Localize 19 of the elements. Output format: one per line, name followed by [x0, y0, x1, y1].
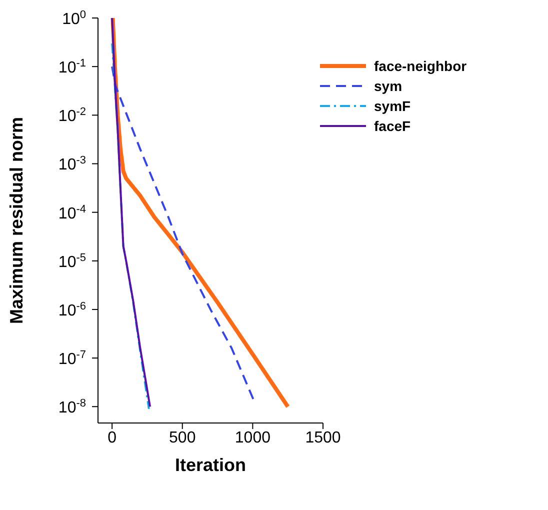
legend-label: sym [374, 78, 402, 94]
y-tick-label: 10$^{-4}$ [58, 203, 86, 222]
y-tick-label: 10$^{-2}$ [58, 106, 86, 126]
y-axis-title: Maximum residual norm [6, 116, 26, 324]
x-tick-label: 0 [108, 429, 117, 446]
y-tick-label: 10$^{-3}$ [58, 154, 86, 174]
y-tick-label: 10$^{-5}$ [58, 252, 86, 271]
x-axis-title: Iteration [174, 455, 246, 475]
legend-label: face-neighbor [374, 58, 467, 74]
y-tick-label: 10$^{-6}$ [58, 300, 86, 320]
legend-label: faceF [374, 118, 411, 134]
y-tick-label: 10$^{-1}$ [58, 58, 86, 77]
legend-label: symF [374, 98, 411, 114]
y-tick-label: 10$^{-8}$ [58, 398, 86, 417]
y-tick-label: 10$^{-7}$ [58, 349, 86, 368]
x-tick-label: 500 [169, 429, 196, 446]
x-tick-label: 1000 [234, 429, 271, 446]
x-tick-label: 1500 [305, 429, 341, 446]
y-tick-label: 10$^{0}$ [62, 9, 86, 28]
